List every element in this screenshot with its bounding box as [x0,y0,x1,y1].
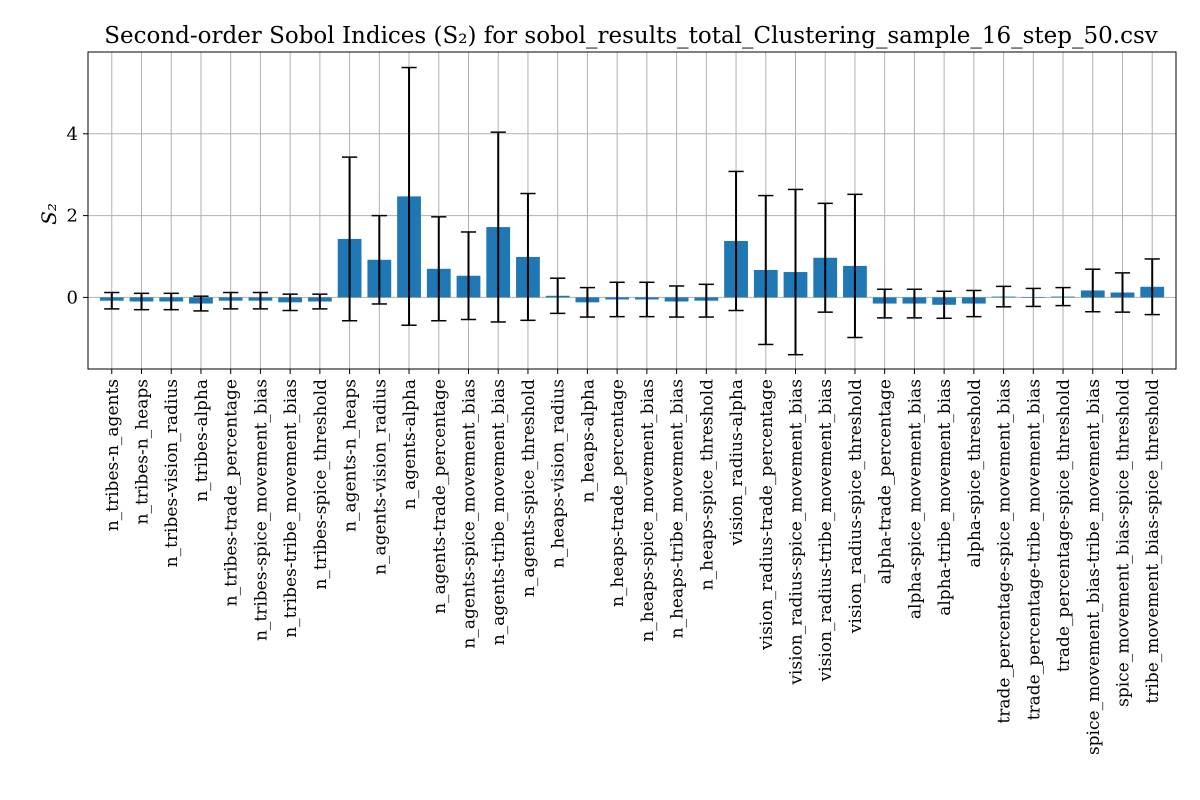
x-tick-label: n_agents-trade_percentage [430,379,450,614]
x-tick-label: n_tribes-spice_threshold [311,379,331,590]
x-tick-label: alpha-spice_threshold [965,379,985,568]
x-tick-label: n_agents-n_heaps [341,379,361,532]
grid-layer [88,52,1176,369]
x-tick-label: alpha-spice_movement_bias [905,379,925,619]
x-tick-label: n_tribes-trade_percentage [222,379,242,606]
x-tick-label: n_tribes-n_agents [103,379,123,531]
x-tick-label: n_agents-spice_movement_bias [460,379,480,649]
error-bars-layer [104,66,1160,356]
x-tick-label: n_tribes-spice_movement_bias [251,379,271,641]
x-tick-label: tribe_movement_bias-spice_threshold [1143,379,1163,704]
x-tick-label: spice_movement_bias-spice_threshold [1113,379,1133,707]
y-ticks: 0 2 4 [67,124,88,308]
x-tick-label: spice_movement_bias-tribe_movement_bias [1084,379,1104,755]
x-tick-label: n_tribes-tribe_movement_bias [281,379,301,638]
x-tick-label: n_heaps-trade_percentage [608,379,628,607]
x-tick-label: n_agents-spice_threshold [519,379,539,597]
x-tick-label: vision_radius-spice_movement_bias [786,379,806,686]
x-tick-label: n_heaps-tribe_movement_bias [668,379,688,638]
x-tick-label: alpha-trade_percentage [876,379,896,584]
x-tick-label: n_tribes-alpha [192,379,212,502]
y-tick-label: 4 [67,124,78,145]
x-tick-label: vision_radius-trade_percentage [757,379,777,651]
x-ticks: n_tribes-n_agents n_tribes-n_heaps n_tribe… [103,369,1163,755]
x-tick-label: alpha-tribe_movement_bias [935,379,955,616]
x-tick-label: n_tribes-vision_radius [162,379,182,567]
y-axis-label: S₂ [37,203,61,225]
x-tick-label: trade_percentage-tribe_movement_bias [1024,379,1044,720]
plot-frame [87,51,1177,370]
x-tick-label: n_tribes-n_heaps [133,379,153,524]
x-tick-label: n_heaps-alpha [578,379,598,502]
x-tick-label: n_agents-vision_radius [370,379,390,575]
x-tick-label: n_agents-tribe_movement_bias [489,379,509,645]
x-tick-label: trade_percentage-spice_movement_bias [995,379,1015,724]
x-tick-label: n_agents-alpha [400,379,420,509]
x-tick-label: n_heaps-spice_threshold [697,379,717,590]
x-tick-label: trade_percentage-spice_threshold [1054,379,1074,672]
chart-title: Second-order Sobol Indices (S₂) for sobo… [104,23,1158,49]
x-tick-label: n_heaps-vision_radius [549,379,569,568]
x-tick-label: vision_radius-spice_threshold [846,379,866,634]
x-tick-label: n_heaps-spice_movement_bias [638,379,658,642]
y-tick-label: 2 [67,206,78,227]
x-tick-label: vision_radius-alpha [727,379,747,546]
x-tick-label: vision_radius-tribe_movement_bias [816,379,836,682]
y-tick-label: 0 [67,287,78,308]
